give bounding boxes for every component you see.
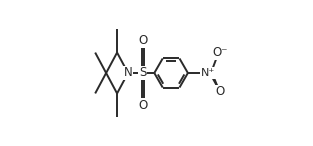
- Text: N⁺: N⁺: [201, 68, 215, 78]
- Text: S: S: [139, 66, 146, 80]
- Text: O: O: [138, 99, 147, 112]
- Text: O: O: [138, 34, 147, 47]
- Text: O⁻: O⁻: [212, 46, 228, 59]
- Text: N: N: [124, 66, 132, 80]
- Text: O: O: [215, 85, 225, 99]
